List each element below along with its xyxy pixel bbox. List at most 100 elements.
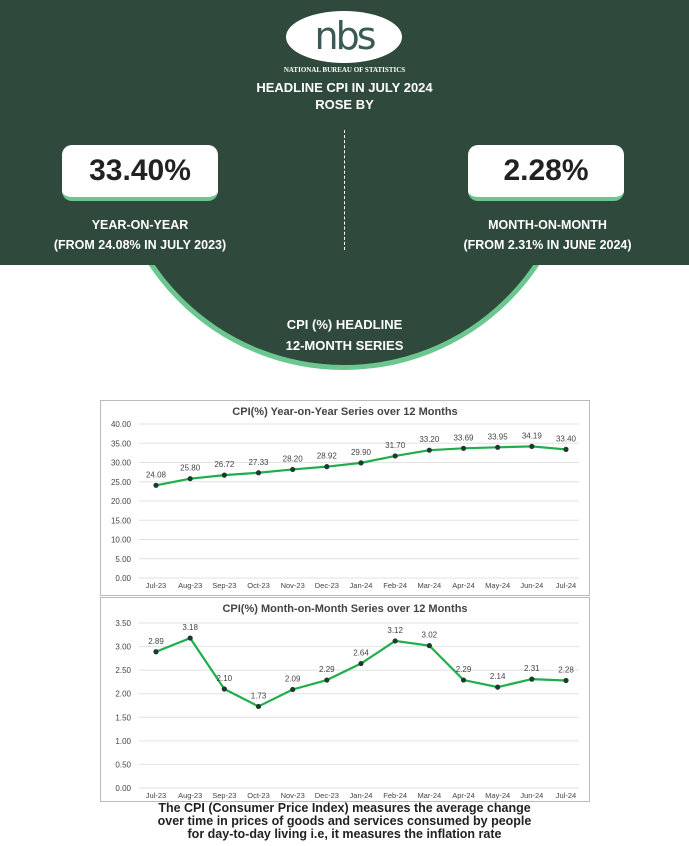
data-point xyxy=(324,464,330,470)
x-tick-label: Aug-23 xyxy=(178,791,202,800)
x-tick-label: Nov-23 xyxy=(281,581,305,590)
y-tick-label: 10.00 xyxy=(111,536,132,545)
data-label: 1.73 xyxy=(251,691,267,700)
data-label: 2.29 xyxy=(319,665,335,674)
data-label: 31.70 xyxy=(385,441,406,450)
data-label: 2.28 xyxy=(558,666,574,675)
x-tick-label: Mar-24 xyxy=(417,791,441,800)
data-point xyxy=(495,444,501,450)
x-tick-label: Jul-24 xyxy=(556,581,576,590)
y-tick-label: 2.50 xyxy=(115,666,131,675)
data-label: 33.95 xyxy=(488,432,509,441)
data-label: 2.09 xyxy=(285,674,301,683)
circle-line1: CPI (%) HEADLINE xyxy=(286,317,403,332)
x-tick-label: Apr-24 xyxy=(452,581,475,590)
data-point xyxy=(460,445,467,451)
yoy-sub: (FROM 24.08% IN JULY 2023) xyxy=(53,238,227,252)
x-tick-label: Aug-23 xyxy=(178,581,202,590)
y-tick-label: 1.00 xyxy=(115,737,131,746)
data-point xyxy=(290,686,296,693)
x-tick-label: Sep-23 xyxy=(212,791,236,800)
data-point xyxy=(358,660,364,667)
data-label: 3.18 xyxy=(182,623,198,632)
x-tick-label: Jul-23 xyxy=(146,791,166,800)
data-label: 26.72 xyxy=(214,460,235,469)
mom-sub: (FROM 2.31% IN JUNE 2024) xyxy=(463,238,632,252)
data-label: 34.19 xyxy=(522,431,543,440)
headline-title: HEADLINE CPI IN JULY 2024 xyxy=(256,80,433,95)
data-label: 3.02 xyxy=(422,631,438,640)
chart-title: CPI(%) Year-on-Year Series over 12 Month… xyxy=(232,406,457,418)
y-tick-label: 25.00 xyxy=(111,478,132,487)
data-point xyxy=(153,649,159,655)
data-point xyxy=(255,703,262,710)
data-point xyxy=(187,635,193,641)
y-tick-label: 15.00 xyxy=(111,516,132,525)
x-tick-label: Jan-24 xyxy=(350,581,373,590)
data-label: 27.33 xyxy=(248,458,269,467)
y-tick-label: 0.00 xyxy=(115,574,131,583)
data-point xyxy=(529,443,535,449)
x-tick-label: Feb-24 xyxy=(383,791,407,800)
x-tick-label: May-24 xyxy=(485,581,510,590)
y-tick-label: 2.00 xyxy=(115,690,131,699)
data-label: 24.08 xyxy=(146,470,167,479)
data-label: 2.89 xyxy=(148,637,164,646)
yoy-value-box: 33.40% xyxy=(62,145,218,201)
data-point xyxy=(324,677,330,683)
data-point xyxy=(290,466,296,473)
footer-line: over time in prices of goods and service… xyxy=(157,814,532,828)
y-tick-label: 35.00 xyxy=(111,439,132,448)
data-point xyxy=(221,472,227,478)
x-tick-label: Nov-23 xyxy=(281,791,305,800)
x-tick-label: Jul-24 xyxy=(556,791,576,800)
x-tick-label: Jul-23 xyxy=(146,581,166,590)
footer-line: The CPI (Consumer Price Index) measures … xyxy=(158,801,531,815)
data-label: 33.69 xyxy=(453,433,474,442)
data-label: 2.64 xyxy=(353,649,369,658)
data-label: 2.14 xyxy=(490,672,506,681)
y-tick-label: 3.50 xyxy=(115,619,131,628)
x-tick-label: Dec-23 xyxy=(315,581,339,590)
data-point xyxy=(255,470,262,476)
x-tick-label: Jun-24 xyxy=(520,581,543,590)
data-point xyxy=(153,482,159,488)
data-point xyxy=(392,638,398,644)
chart-title: CPI(%) Month-on-Month Series over 12 Mon… xyxy=(222,603,467,615)
data-point xyxy=(563,677,569,684)
x-tick-label: Mar-24 xyxy=(417,581,441,590)
y-tick-label: 1.50 xyxy=(115,713,131,722)
data-label: 33.20 xyxy=(419,435,440,444)
data-point xyxy=(187,476,193,482)
yoy-label: YEAR-ON-YEAR xyxy=(91,218,189,232)
x-tick-label: Feb-24 xyxy=(383,581,407,590)
y-tick-label: 0.50 xyxy=(115,760,131,769)
data-point xyxy=(392,453,398,459)
headline-subtitle: ROSE BY xyxy=(315,97,374,112)
x-tick-label: Oct-23 xyxy=(247,581,270,590)
data-label: 2.29 xyxy=(456,665,472,674)
footer-note: The CPI (Consumer Price Index) measures … xyxy=(0,802,689,841)
y-tick-label: 3.00 xyxy=(115,643,131,652)
data-label: 28.20 xyxy=(283,454,304,463)
data-point xyxy=(460,677,467,683)
x-tick-label: May-24 xyxy=(485,791,510,800)
data-point xyxy=(221,686,227,692)
y-tick-label: 0.00 xyxy=(115,784,131,793)
data-point xyxy=(426,643,432,649)
data-point xyxy=(426,447,432,453)
footer-line: for day-to-day living i.e, it measures t… xyxy=(187,827,502,841)
x-tick-label: Oct-23 xyxy=(247,791,270,800)
data-label: 28.92 xyxy=(317,452,338,461)
y-tick-label: 5.00 xyxy=(115,555,131,564)
mom-value-box: 2.28% xyxy=(468,145,624,201)
data-label: 33.40 xyxy=(556,434,577,443)
yoy-chart: CPI(%) Year-on-Year Series over 12 Month… xyxy=(100,400,590,596)
divider xyxy=(344,130,345,250)
data-label: 2.31 xyxy=(524,664,540,673)
x-tick-label: Jan-24 xyxy=(350,791,373,800)
x-tick-label: Jun-24 xyxy=(520,791,543,800)
org-name: NATIONAL BUREAU OF STATISTICS xyxy=(283,66,406,74)
logo-text: nbs xyxy=(314,14,376,58)
circle-line2: 12-MONTH SERIES xyxy=(285,338,404,353)
